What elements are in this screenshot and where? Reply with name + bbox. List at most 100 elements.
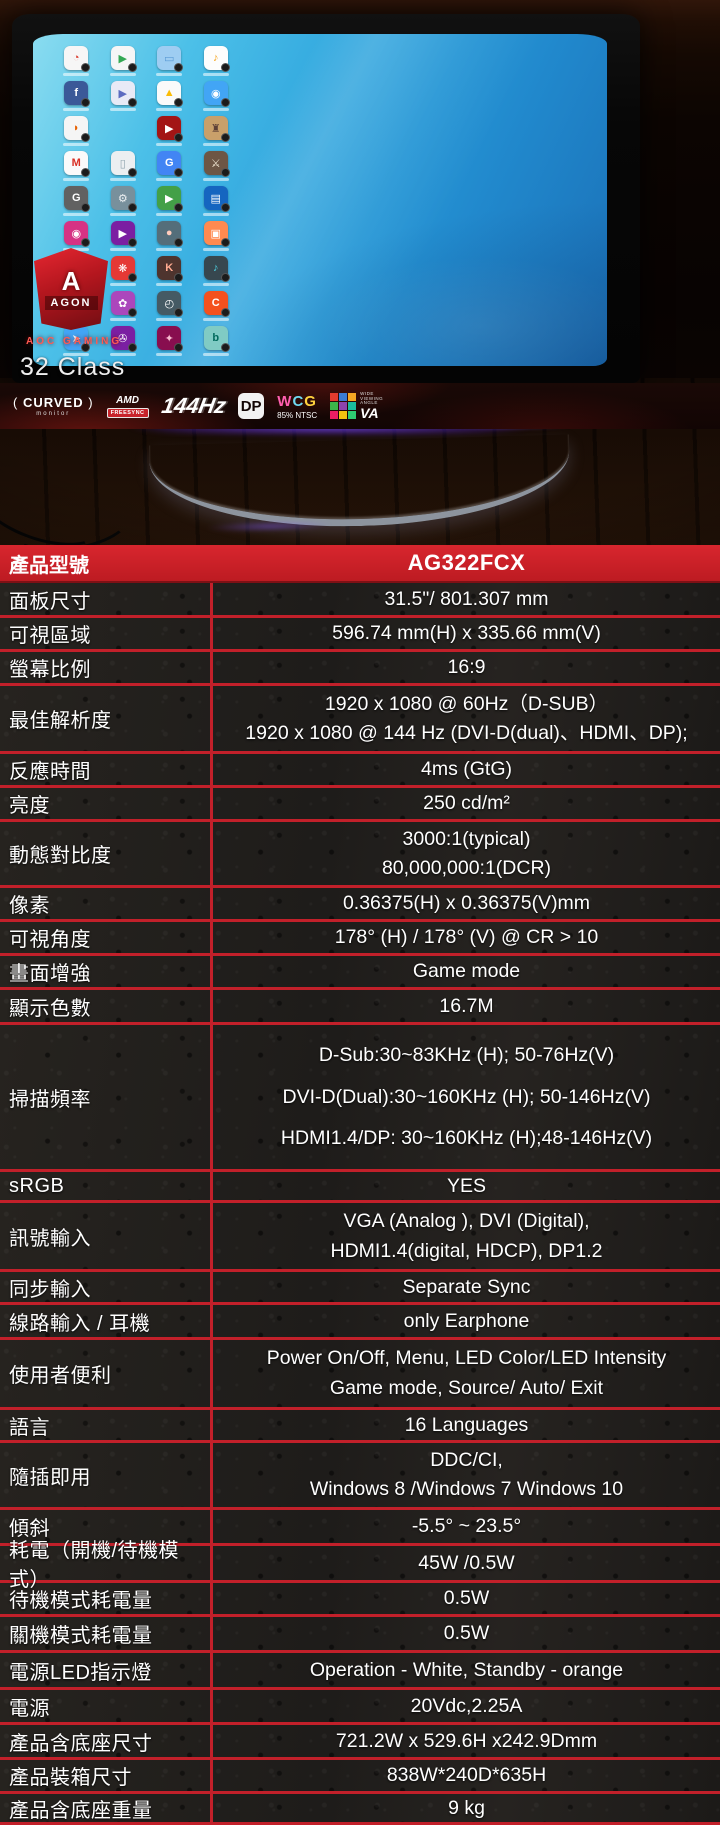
spec-value: 838W*240D*635H [213,1760,720,1791]
spec-value: 178° (H) / 178° (V) @ CR > 10 [213,922,720,953]
spec-value: 1920 x 1080 @ 60Hz（D-SUB） 1920 x 1080 @ 1… [213,686,720,751]
play-store-icon: ▶ [110,46,137,72]
spec-table-header: 產品型號 AG322FCX [0,545,720,583]
app-label-blur [202,73,229,76]
spec-row: 螢幕比例 16:9 [0,652,720,686]
spec-row: 產品含底座尺寸 721.2W x 529.6H x242.9Dmm [0,1725,720,1760]
flv-player-icon: ▶ [157,116,184,142]
spec-label: 耗電（開機/待機模式） [0,1540,213,1591]
spec-value-line: 80,000,000:1(DCR) [381,856,552,879]
spec-value: 9 kg [213,1794,720,1822]
spec-label: 面板尺寸 [0,583,213,615]
spec-label: 語言 [0,1410,213,1440]
spec-value: 31.5"/ 801.307 mm [213,583,720,615]
spec-row: 語言 16 Languages [0,1410,720,1443]
settings-icon: ⚙ [110,186,137,212]
amd-freesync-badge-label: AMD [116,394,139,406]
spec-value-line: 20Vdc,2.25A [410,1694,523,1717]
spec-value-line: Separate Sync [402,1275,531,1298]
spec-value-line: 4ms (GtG) [421,758,512,781]
app-label-blur [156,143,183,146]
spec-value-line: HDMI1.4(digital, HDCP), DP1.2 [330,1239,603,1262]
spec-value-line: Power On/Off, Menu, LED Color/LED Intens… [266,1347,667,1370]
spec-value-line: Windows 8 /Windows 7 Windows 10 [309,1478,624,1501]
spec-value-line: Game mode, Source/ Auto/ Exit [329,1377,604,1400]
firefox-icon: ◗ [64,116,91,142]
app-label-blur [202,178,229,181]
spec-row: 亮度 250 cd/m² [0,788,720,822]
displayport-badge-label: DP [238,393,265,419]
browser-game-icon: ◉ [197,81,236,116]
spec-row: 使用者便利 Power On/Off, Menu, LED Color/LED I… [0,1340,720,1410]
spec-rows: 面板尺寸 31.5"/ 801.307 mm 可視區域 596.74 mm(H) x … [0,583,720,1825]
free-tv-icon: ▤ [203,186,230,212]
spec-value-line: DDC/CI, [430,1449,503,1472]
beseye-icon: b [197,326,236,361]
aoc-gaming-text: AOC GAMING [26,336,123,347]
trash-icon: ▯ [110,151,137,177]
spec-value: 0.5W [213,1583,720,1614]
spec-value-line: 838W*240D*635H [386,1764,547,1787]
spec-value-line: 31.5"/ 801.307 mm [384,587,549,610]
spec-value: VGA (Analog ), DVI (Digital), HDMI1.4(dig… [213,1203,720,1269]
spec-row: 可視區域 596.74 mm(H) x 335.66 mm(V) [0,618,720,652]
app-label-blur [109,108,136,111]
line-tv-icon: ▶ [110,221,137,247]
app-label-blur [109,73,136,76]
header-label: 產品型號 [9,554,89,577]
spec-label: 可視區域 [0,618,213,649]
spec-value: DDC/CI, Windows 8 /Windows 7 Windows 10 [213,1443,720,1507]
app-label-blur [63,108,90,111]
audio-app-icon: ♪ [203,256,230,282]
va-panel-badge: WIDE VIEWING ANGLE VA [330,392,390,420]
spec-label: 訊號輸入 [0,1203,213,1269]
spec-label: 產品含底座尺寸 [0,1725,213,1757]
wcg-badge-sub: 85% NTSC [277,410,318,420]
spec-value-line: Game mode [412,960,521,983]
spec-row: 產品裝箱尺寸 838W*240D*635H [0,1760,720,1794]
amd-freesync-badge: AMD FREESYNC [106,394,149,418]
spec-label: 反應時間 [0,754,213,785]
translate-icon: G [157,151,184,177]
spec-value: 0.36375(H) x 0.36375(V)mm [213,888,720,919]
spec-label: 待機模式耗電量 [0,1583,213,1614]
spec-value-line: -5.5° ~ 23.5° [411,1515,522,1538]
spec-label: 傾斜 [0,1510,213,1543]
spec-value-line: 0.5W [443,1622,490,1645]
spec-row: 隨插即用 DDC/CI, Windows 8 /Windows 7 Windows … [0,1443,720,1510]
spec-label: 亮度 [0,788,213,819]
app-label-blur [109,178,136,181]
spec-value-line: 1920 x 1080 @ 60Hz（D-SUB） [324,692,609,715]
spec-value-line: 3000:1(typical) [402,828,531,851]
app-label-blur [63,143,90,146]
agon-a-glyph: A [61,265,81,296]
spec-value-line: only Earphone [403,1309,530,1332]
translate-icon: G [150,151,189,186]
spec-value: 250 cd/m² [213,788,720,819]
curved-monitor-badge: CURVEDmonitor [13,395,94,417]
spec-label: 顯示色數 [0,990,213,1022]
gmail-icon: M [57,151,96,186]
spec-row: 可視角度 178° (H) / 178° (V) @ CR > 10 [0,922,720,956]
spec-row: 像素 0.36375(H) x 0.36375(V)mm [0,888,720,922]
spec-row: 待機模式耗電量 0.5W [0,1583,720,1617]
app-label-blur [156,108,183,111]
spec-value-line: 1920 x 1080 @ 144 Hz (DVI-D(dual)、HDMI、D… [245,721,688,744]
app-label-blur [202,353,229,356]
trash-icon: ▯ [104,151,143,186]
spec-value-line: Operation - White, Standby - orange [309,1658,624,1681]
displayport-badge: DP [238,393,265,419]
spec-value-line: 0.36375(H) x 0.36375(V)mm [342,892,591,915]
refresh-rate-badge: 144Hz [159,393,227,419]
spec-value-line: VGA (Analog ), DVI (Digital), [343,1210,590,1233]
spec-value: 16.7M [213,990,720,1022]
spec-value-line: DVI-D(Dual):30~160KHz (H); 50-146Hz(V) [282,1085,651,1108]
catchplay-icon: C [203,291,230,317]
spec-value-line: 16.7M [439,994,494,1017]
play-games-icon: ▶ [157,186,184,212]
spec-row: 電源LED指示燈 Operation - White, Standby - ora… [0,1653,720,1690]
app-label-blur [63,213,90,216]
curved-monitor-badge-sub: monitor [36,411,71,417]
spec-label: 使用者便利 [0,1340,213,1407]
video-player-icon: ▶ [104,81,143,116]
